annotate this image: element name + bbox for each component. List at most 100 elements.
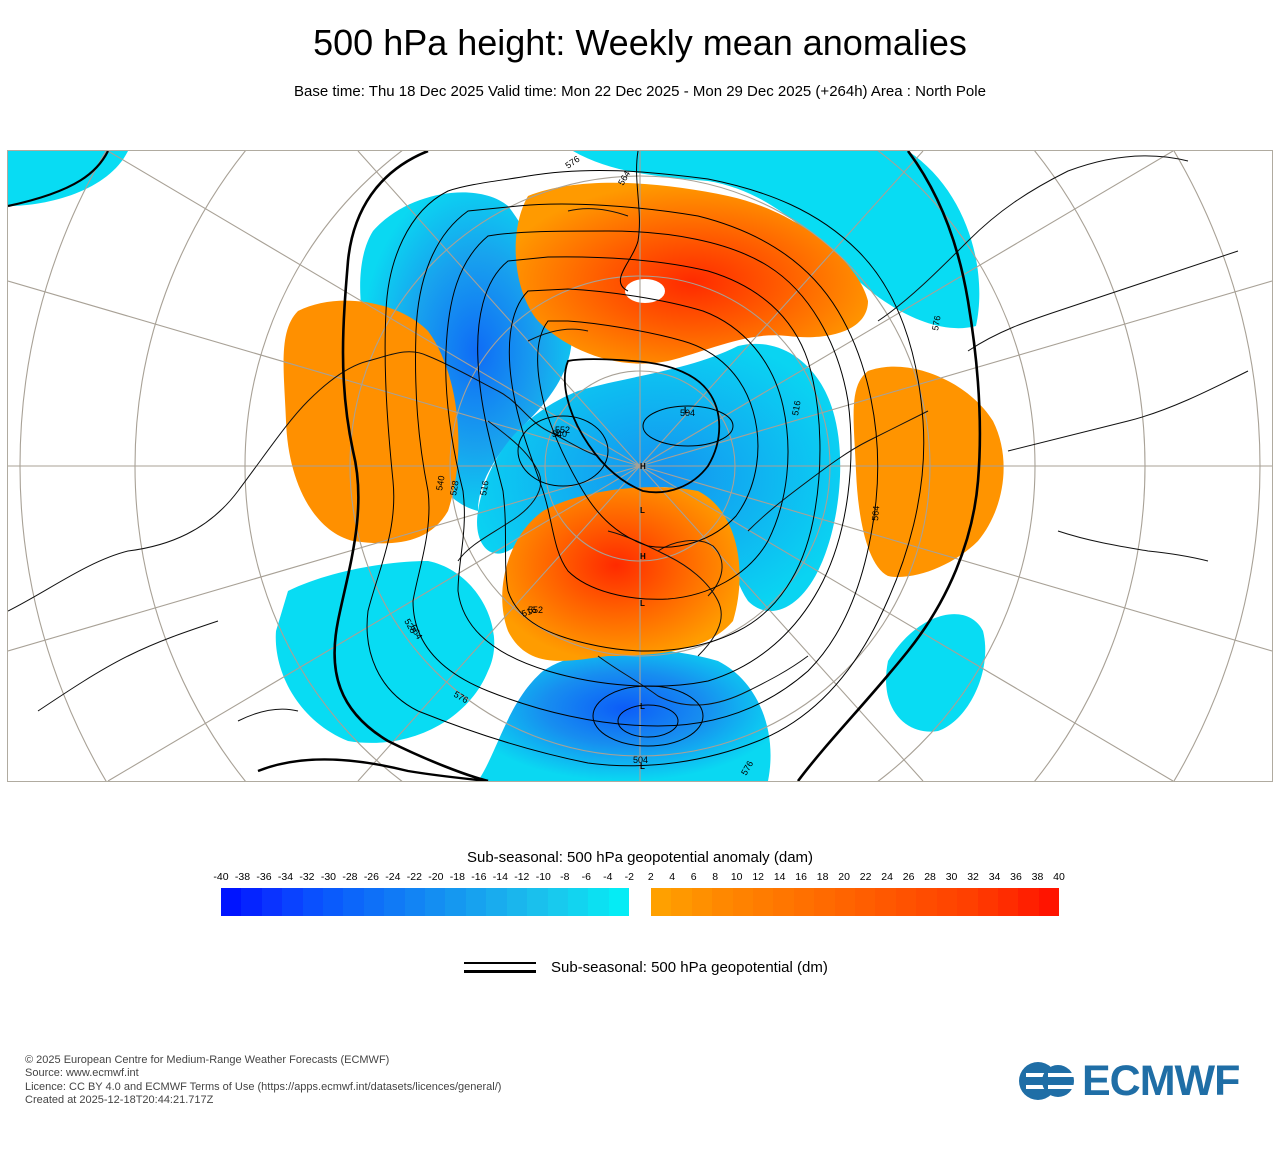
colorbar-swatch (651, 888, 672, 916)
colorbar-tick-labels: -40 -38 -36 -34 -32 -30 -28 -26 -24 -22 -20 -18 -16-… (0, 871, 1280, 885)
colorbar-tick-label: 2 (647, 871, 654, 883)
coastlines (8, 155, 1249, 722)
colorbar-tick-label: 34 (988, 871, 1001, 883)
low-pressure-label: L (640, 599, 645, 608)
colorbar-tick-label: -6 (581, 871, 591, 883)
contour-legend-label: Sub-seasonal: 500 hPa geopotential (dm) (551, 959, 828, 976)
contour-label: 516 (478, 480, 490, 497)
colorbar-swatch (1038, 888, 1060, 916)
chart-subtitle: Base time: Thu 18 Dec 2025 Valid time: M… (294, 83, 986, 100)
colorbar-swatch (221, 888, 242, 916)
colorbar-swatch (527, 888, 548, 916)
contour-label: 528 (448, 480, 460, 497)
colorbar-tick-label: 18 (816, 871, 829, 883)
colorbar-swatch (261, 888, 283, 916)
colorbar-tick-label: -8 (560, 871, 570, 883)
contour-label: 504 (633, 755, 648, 765)
contour-label: 540 (552, 429, 567, 439)
chart-title: 500 hPa height: Weekly mean anomalies (313, 22, 967, 63)
colorbar-tick-label: -12 (514, 871, 530, 883)
colorbar-tick-label: 24 (881, 871, 893, 883)
colorbar-tick-label: 26 (902, 871, 915, 883)
colorbar-swatch (302, 888, 324, 916)
colorbar-tick-label: -22 (406, 871, 422, 883)
colorbar-swatch (465, 888, 487, 916)
colorbar-tick-label: -18 (449, 871, 465, 883)
negative-anomaly-east-asia (886, 614, 986, 732)
colorbar-tick-label: -10 (535, 871, 551, 883)
ecmwf-logo-mark-icon (1019, 1062, 1076, 1100)
contour-legend-line (464, 960, 536, 974)
colorbar-swatch (895, 888, 917, 916)
colorbar-tick-label: -30 (320, 871, 337, 883)
colorbar-swatch (712, 888, 733, 916)
colorbar-tick-label: 36 (1010, 871, 1022, 883)
low-pressure-label: L (640, 702, 645, 711)
footer-source: Source: www.ecmwf.int (25, 1067, 139, 1080)
colorbar-swatch (977, 888, 998, 916)
geopotential-contours (8, 151, 982, 781)
negative-anomaly-northwest (8, 151, 128, 206)
colorbar-swatch (323, 888, 344, 916)
colorbar-swatch (343, 888, 364, 916)
colorbar-swatch (282, 888, 303, 916)
colorbar-tick-label: 30 (945, 871, 958, 883)
colorbar-swatch (588, 888, 609, 916)
colorbar-swatch (957, 888, 978, 916)
colorbar-tick-label: 6 (690, 871, 697, 883)
colorbar-swatch (793, 888, 815, 916)
colorbar-tick-label: -38 (234, 871, 251, 883)
colorbar-positive-segment (651, 888, 1060, 916)
colorbar-tick-label: -40 (213, 871, 229, 883)
colorbar-tick-label: -24 (385, 871, 401, 883)
colorbar-swatch (506, 888, 528, 916)
colorbar-tick-label: 4 (669, 871, 676, 883)
footer-licence: Licence: CC BY 4.0 and ECMWF Terms of Us… (25, 1080, 502, 1093)
contour-label: 504 (680, 408, 695, 418)
colorbar-swatch (363, 888, 385, 916)
colorbar-tick-label: -4 (603, 871, 613, 883)
colorbar-swatch (404, 888, 426, 916)
low-pressure-label: L (640, 762, 645, 771)
colorbar-swatch (814, 888, 835, 916)
colorbar-swatch (241, 888, 262, 916)
low-pressure-label: L (640, 506, 645, 515)
colorbar-tick-label: 20 (838, 871, 850, 883)
colorbar-tick-label: -34 (277, 871, 294, 883)
low-pressure-label: L (556, 429, 561, 438)
colorbar-tick-label: 12 (752, 871, 765, 883)
colorbar-swatch (916, 888, 937, 916)
graticule (8, 151, 1272, 781)
colorbar-swatch (608, 888, 630, 916)
colorbar-tick-label: 10 (730, 871, 743, 883)
north-pole-map: 576 564 552 540 528 516 504 516 528 540 … (7, 150, 1273, 782)
colorbar-tick-label: 40 (1053, 871, 1065, 883)
colorbar-swatch (1018, 888, 1039, 916)
colorbar-swatch (834, 888, 856, 916)
low-pressure-label: L (684, 406, 689, 415)
colorbar-tick-label: -32 (299, 871, 315, 883)
contour-label: 552 (528, 605, 543, 615)
colorbar-swatch (875, 888, 896, 916)
positive-anomaly-central-atlantic (502, 487, 740, 661)
colorbar-swatch (671, 888, 692, 916)
colorbar-swatch (425, 888, 446, 916)
colorbar-tick-label: -16 (471, 871, 487, 883)
colorbar-swatch (445, 888, 466, 916)
footer-copyright: © 2025 European Centre for Medium-Range … (25, 1054, 390, 1066)
contour-label: 516 (790, 400, 802, 417)
negative-anomaly-europe (478, 649, 771, 781)
colorbar-tick-label: 28 (924, 871, 936, 883)
colorbar-swatch (997, 888, 1019, 916)
contour-label: 540 (434, 475, 446, 492)
colorbar-swatch (732, 888, 754, 916)
positive-anomaly-west (283, 300, 459, 544)
contour-label: 564 (870, 505, 881, 521)
colorbar-swatch (691, 888, 713, 916)
colorbar-tick-label: -20 (428, 871, 444, 883)
contour-label: 576 (563, 154, 581, 171)
footer-created: Created at 2025-12-18T20:44:21.717Z (25, 1093, 214, 1106)
colorbar-tick-label: 38 (1031, 871, 1044, 883)
colorbar-tick-label: -36 (256, 871, 272, 883)
high-pressure-label: H (640, 552, 646, 561)
